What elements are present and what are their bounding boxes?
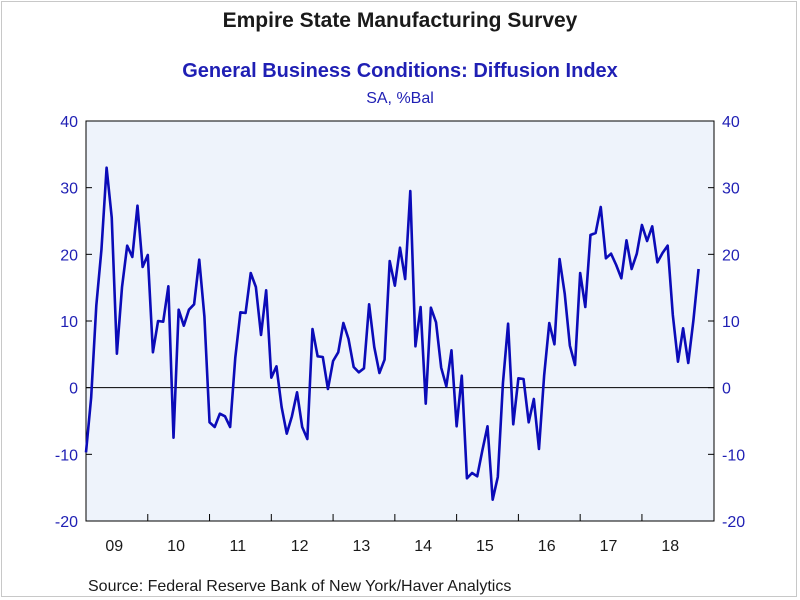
y-tick-label-left: 20 bbox=[60, 247, 78, 264]
y-tick-label-right: 20 bbox=[722, 247, 740, 264]
x-tick-label: 15 bbox=[476, 538, 494, 555]
y-tick-label-right: -10 bbox=[722, 447, 745, 464]
x-tick-label: 11 bbox=[230, 538, 247, 555]
x-tick-label: 14 bbox=[414, 538, 432, 555]
y-tick-label-right: 0 bbox=[722, 381, 731, 398]
y-tick-label-right: 30 bbox=[722, 181, 740, 198]
x-tick-label: 16 bbox=[538, 538, 556, 555]
x-tick-label: 17 bbox=[600, 538, 618, 555]
x-tick-label: 10 bbox=[167, 538, 185, 555]
x-tick-label: 12 bbox=[291, 538, 309, 555]
y-tick-label-left: -20 bbox=[55, 514, 78, 531]
y-tick-label-left: -10 bbox=[55, 447, 78, 464]
x-tick-label: 13 bbox=[352, 538, 370, 555]
y-tick-label-left: 30 bbox=[60, 181, 78, 198]
y-tick-label-right: -20 bbox=[722, 514, 745, 531]
y-tick-label-left: 10 bbox=[60, 314, 78, 331]
chart-title: Empire State Manufacturing Survey bbox=[222, 9, 578, 32]
y-tick-label-left: 40 bbox=[60, 114, 78, 131]
plot-area bbox=[85, 120, 715, 522]
chart-units: SA, %Bal bbox=[366, 90, 434, 107]
y-tick-label-left: 0 bbox=[69, 381, 78, 398]
chart-subtitle: General Business Conditions: Diffusion I… bbox=[182, 60, 618, 82]
x-tick-label: 09 bbox=[105, 538, 123, 555]
x-tick-label: 18 bbox=[661, 538, 679, 555]
source-note: Source: Federal Reserve Bank of New York… bbox=[88, 578, 512, 595]
y-tick-label-right: 10 bbox=[722, 314, 740, 331]
y-tick-label-right: 40 bbox=[722, 114, 740, 131]
series-line bbox=[84, 166, 700, 501]
